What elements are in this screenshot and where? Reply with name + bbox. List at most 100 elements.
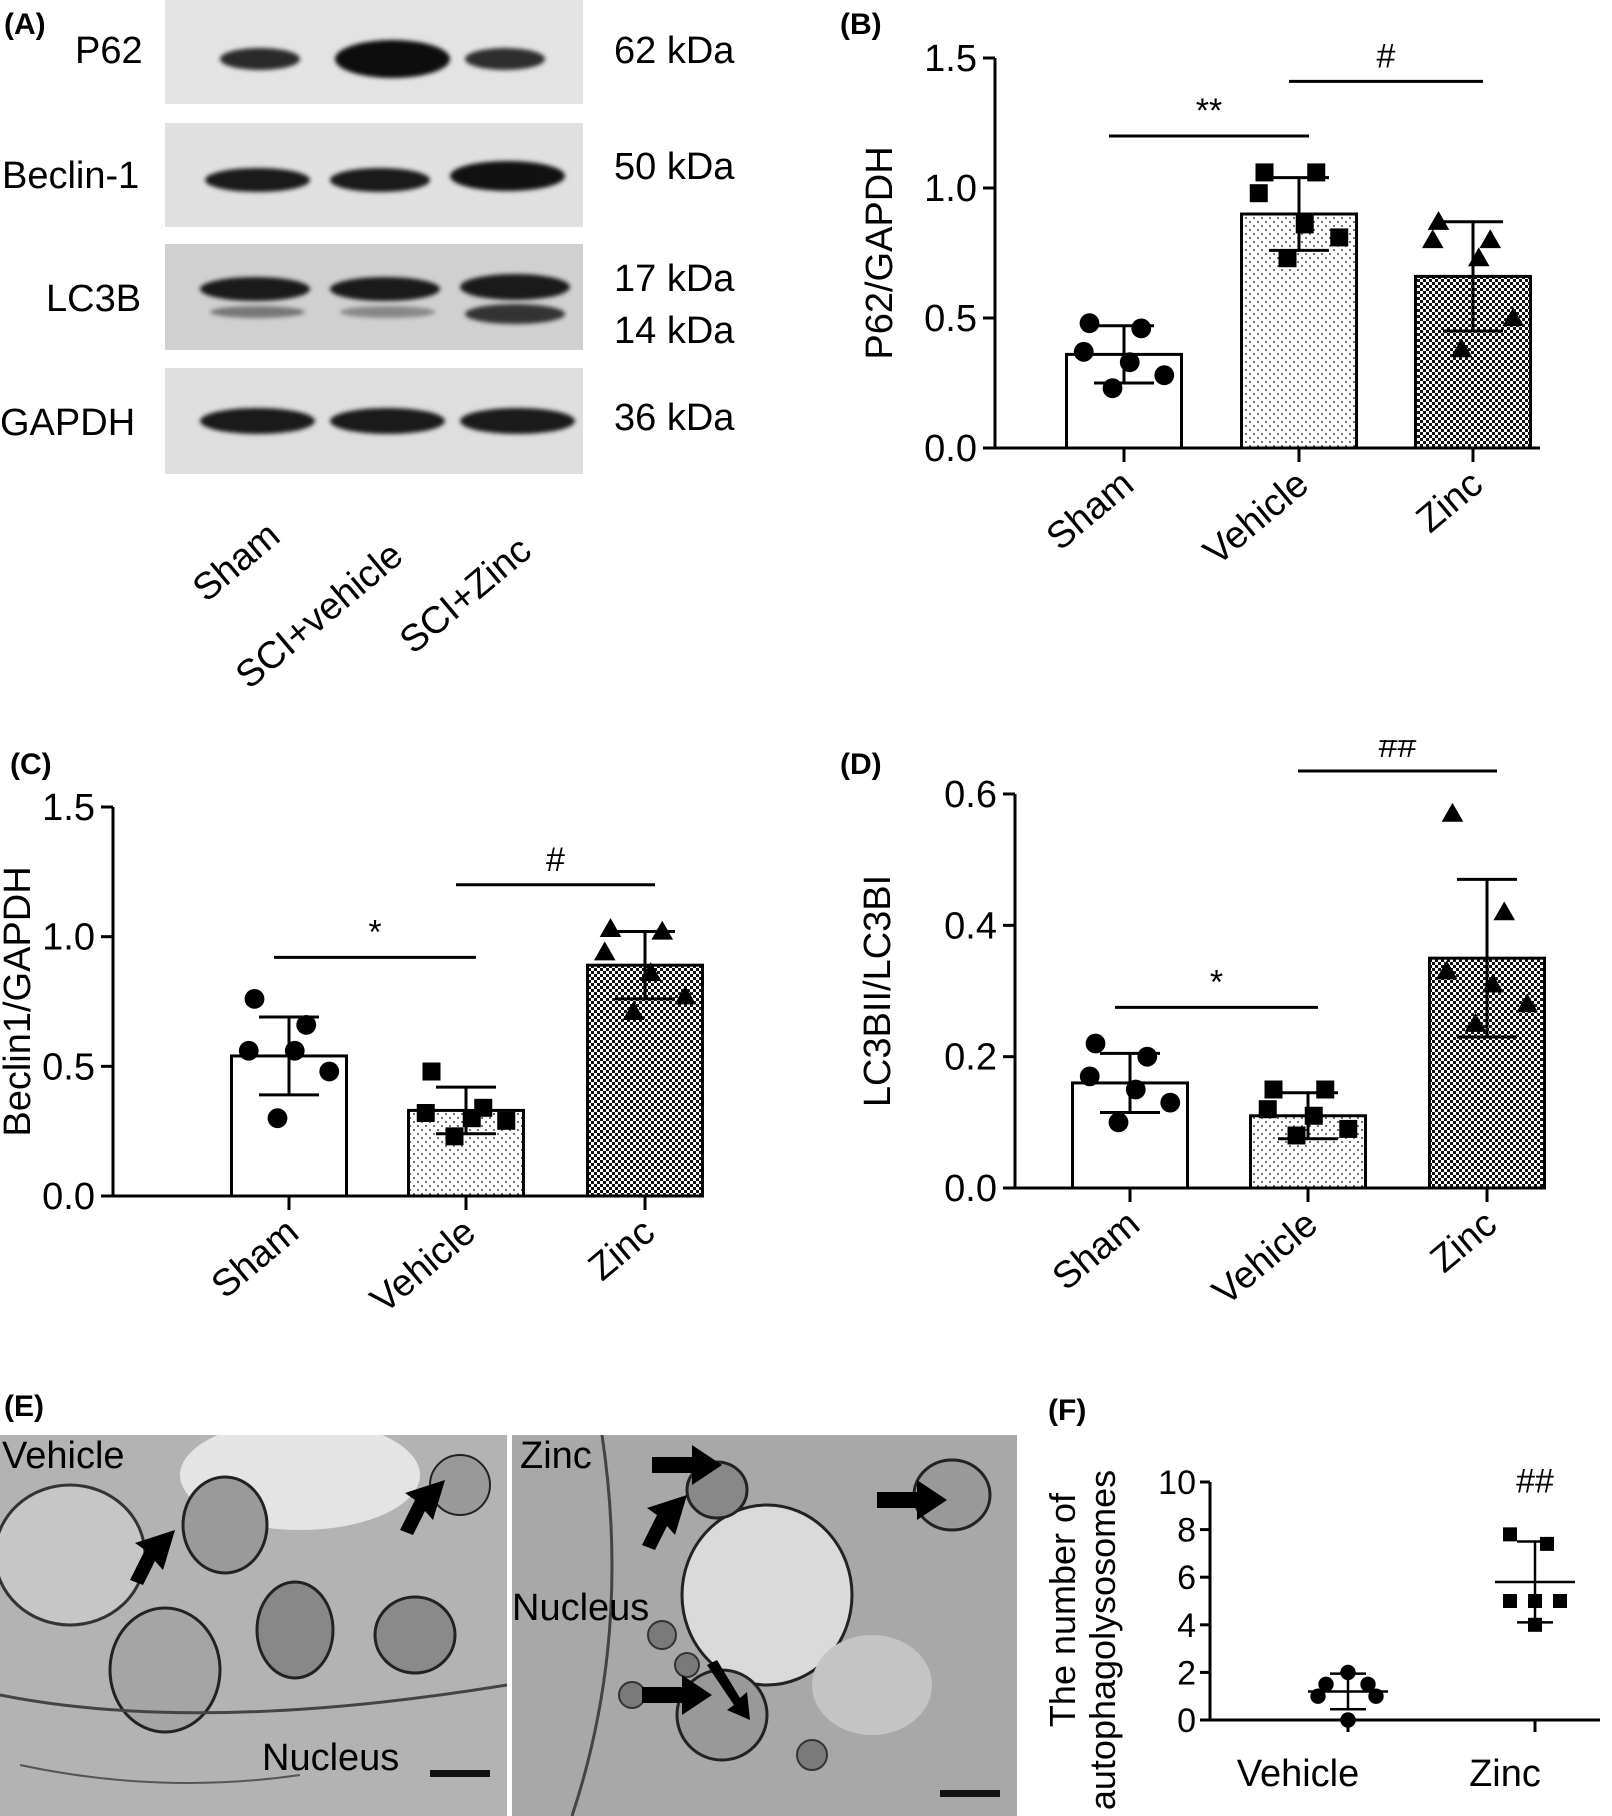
data-point [267,1108,288,1129]
chart-b-p62: (B) 0.0 0.5 1.0 1.5 P62/GAPDH Sham Vehicle Zinc *… [840,8,1540,574]
blot-name: GAPDH [0,402,136,444]
band [330,277,440,301]
data-point [1137,1046,1158,1067]
data-point [1479,229,1502,249]
data-point [319,1061,340,1082]
band [220,48,300,70]
data-point [1467,247,1490,267]
y-axis-label: The number of [1042,1492,1083,1727]
y-tick-label: 0 [1177,1702,1196,1740]
y-axis-label: P62/GAPDH [859,146,901,359]
data-point [1435,960,1458,980]
arrow-icon [642,1675,712,1715]
x-tick-label: Vehicle [1237,1753,1360,1795]
data-point [1264,1080,1283,1099]
x-tick-label: Vehicle [1196,463,1317,574]
band [200,277,310,301]
y-tick-label: 1.5 [42,787,95,829]
band [340,306,435,318]
panel-label: (F) [1048,1394,1086,1427]
x-tick-label: Vehicle [1205,1203,1326,1314]
data-point [1441,802,1464,822]
panel-label: (B) [840,8,882,41]
x-tick-label: Zinc [581,1211,663,1289]
arrow-icon [130,1530,175,1585]
panel-label: (C) [10,748,52,781]
data-point [1503,1527,1517,1542]
significance-label: # [546,841,565,879]
data-point [296,1014,317,1035]
significance-label: ## [1379,740,1417,765]
blot-image [165,0,583,104]
band [330,168,430,192]
data-point [1421,229,1444,249]
x-tick-label: Vehicle [363,1211,484,1322]
y-axis-label: autophagolysosomes [1082,1470,1123,1810]
data-point [1318,1676,1334,1692]
significance-label: ** [1196,92,1222,130]
arrow-icon [877,1480,947,1520]
data-point [622,1001,645,1020]
data-point [238,1040,259,1061]
blot-name: P62 [75,30,143,72]
data-point [1516,993,1539,1013]
data-point [674,985,697,1005]
y-tick-label: 10 [1158,1464,1196,1502]
blot-name: Beclin-1 [2,155,140,197]
y-tick-label: 6 [1177,1559,1196,1597]
y-tick-label: 0.5 [924,298,977,340]
data-point [1287,1126,1306,1145]
data-point [422,1062,441,1081]
significance-label: * [368,913,381,951]
data-point [1503,1594,1517,1608]
x-tick-label: Zinc [1469,1753,1541,1795]
data-point [1493,901,1516,921]
blot-image [165,123,583,227]
significance-label: * [1210,963,1223,1001]
kda-label: 17 kDa [614,258,735,300]
data-point [1450,338,1473,358]
y-tick-label: 0.0 [924,428,977,470]
y-tick-label: 0.2 [944,1037,997,1079]
x-tick-label: Sham [1045,1203,1148,1299]
data-point [1073,341,1094,362]
lane-label: Sham [185,514,289,611]
data-point [1160,1092,1181,1113]
kda-label: 50 kDa [614,146,735,188]
y-axis-label: LC3BII/LC3BI [857,875,899,1107]
data-point [1131,318,1152,339]
x-tick-label: Sham [1039,463,1142,559]
y-tick-label: 1.0 [924,168,977,210]
significance-label: ## [1516,1462,1554,1500]
band [465,304,565,324]
y-axis-label: Beclin1/GAPDH [0,866,39,1136]
data-point [1339,1119,1358,1138]
arrow-icon [642,1495,687,1550]
em-image-zinc: Zinc Nucleus [512,1435,1017,1816]
band [465,48,545,70]
x-tick-label: Zinc [1423,1203,1505,1281]
arrow-icon [707,1660,750,1720]
x-tick-label: Sham [204,1211,307,1307]
em-image-vehicle: Vehicle Nucleus [0,1435,507,1816]
data-point [1079,1066,1100,1087]
data-point [244,989,265,1009]
band [460,408,575,434]
data-point [1316,1080,1335,1099]
panel-a-label: (A) [4,8,46,41]
data-point [1085,1033,1106,1054]
chart-d-lc3b-ratio: (D) 0.0 0.2 0.4 0.6 LC3BII/LC3BI Sham Vehicle Zi… [840,740,1546,1314]
band [330,408,445,434]
y-tick-label: 8 [1177,1512,1196,1550]
y-tick-label: 0.0 [944,1168,997,1210]
data-point [1330,228,1349,247]
data-point [1340,1712,1356,1728]
data-point [599,918,622,937]
y-tick-label: 2 [1177,1654,1196,1692]
data-point [1102,378,1123,399]
y-tick-label: 1.5 [924,38,977,80]
data-point [1553,1594,1567,1608]
em-texture [0,1435,507,1816]
y-tick-label: 0.0 [42,1176,95,1218]
